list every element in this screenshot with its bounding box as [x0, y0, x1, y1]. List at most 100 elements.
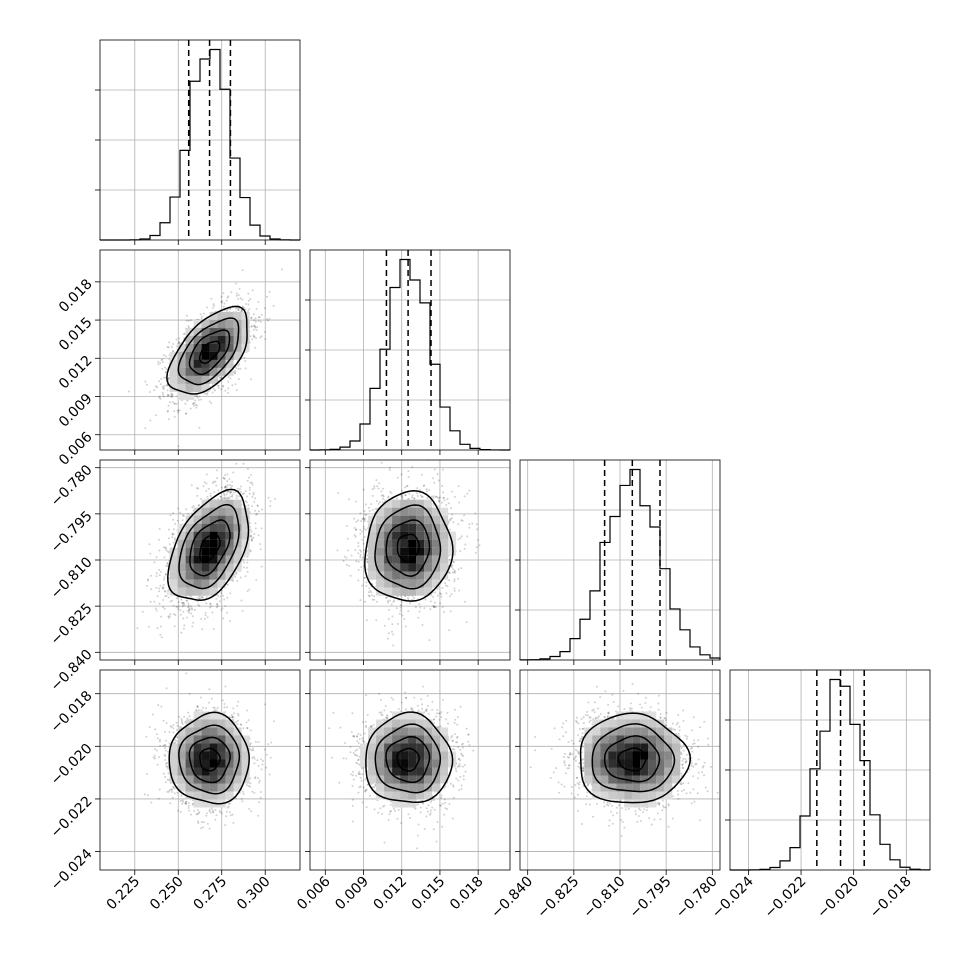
scatter-point	[260, 335, 263, 338]
scatter-point	[155, 609, 158, 612]
scatter-point	[202, 485, 205, 488]
scatter-point	[250, 325, 253, 328]
scatter-point	[166, 562, 169, 565]
density-cell	[217, 343, 226, 352]
scatter-point	[162, 395, 165, 398]
density-cell	[193, 351, 202, 360]
scatter-point	[244, 360, 247, 362]
scatter-point	[259, 336, 262, 339]
density-cell	[177, 555, 186, 564]
scatter-point	[206, 306, 209, 309]
scatter-point	[241, 609, 244, 612]
scatter-point	[185, 319, 188, 322]
scatter-point	[222, 385, 225, 388]
scatter-point	[259, 543, 262, 546]
scatter-point	[229, 484, 232, 487]
scatter-point	[170, 346, 173, 348]
scatter-point	[250, 316, 253, 319]
scatter-point	[239, 297, 242, 300]
density-cell	[209, 375, 218, 384]
scatter-point	[181, 601, 184, 604]
scatter-point	[182, 617, 185, 620]
density-cell	[201, 319, 210, 328]
scatter-point	[163, 385, 166, 387]
scatter-point	[144, 427, 147, 430]
scatter-point	[163, 556, 166, 559]
y-tick-label: −0.840	[48, 647, 96, 695]
scatter-point	[205, 490, 208, 492]
scatter-point	[160, 378, 163, 380]
scatter-point	[222, 594, 224, 597]
scatter-point	[164, 572, 167, 575]
scatter-point	[196, 487, 199, 489]
scatter-point	[159, 383, 162, 386]
scatter-point	[237, 364, 240, 367]
scatter-point	[227, 375, 230, 378]
scatter-point	[144, 380, 147, 383]
scatter-point	[164, 590, 167, 593]
scatter-point	[215, 606, 218, 609]
scatter-point	[226, 392, 229, 394]
density-cell	[241, 319, 250, 328]
scatter-point	[224, 485, 227, 488]
scatter-point	[176, 409, 179, 412]
scatter-point	[196, 600, 199, 603]
panel-1-1	[305, 249, 511, 455]
scatter-point	[258, 316, 261, 319]
scatter-point	[212, 628, 215, 630]
density-cell	[193, 335, 202, 344]
scatter-point	[221, 384, 224, 387]
density-cell	[233, 351, 242, 360]
scatter-point	[157, 361, 160, 363]
scatter-point	[250, 539, 253, 542]
scatter-point	[223, 302, 226, 305]
scatter-point	[242, 492, 245, 495]
density-cell	[201, 343, 210, 352]
scatter-point	[167, 418, 170, 421]
scatter-point	[187, 513, 190, 515]
scatter-point	[252, 328, 255, 331]
scatter-point	[148, 625, 150, 628]
density-cell	[193, 507, 202, 516]
scatter-point	[157, 538, 160, 541]
scatter-point	[243, 566, 246, 569]
scatter-point	[240, 599, 243, 602]
scatter-point	[254, 317, 257, 320]
scatter-point	[162, 606, 165, 609]
scatter-point	[221, 589, 223, 592]
scatter-point	[172, 528, 175, 531]
scatter-point	[191, 615, 194, 618]
scatter-point	[191, 608, 194, 611]
scatter-point	[211, 611, 214, 614]
scatter-point	[172, 512, 175, 515]
scatter-point	[196, 395, 199, 398]
scatter-point	[193, 404, 195, 407]
scatter-point	[194, 608, 196, 611]
scatter-point	[244, 308, 247, 311]
scatter-point	[155, 556, 158, 559]
scatter-point	[215, 597, 218, 600]
scatter-point	[246, 570, 249, 573]
scatter-point	[164, 371, 167, 374]
scatter-point	[236, 580, 239, 582]
contour-level-1	[188, 329, 231, 376]
scatter-point	[165, 549, 168, 552]
scatter-point	[205, 393, 208, 396]
scatter-point	[251, 496, 254, 498]
scatter-point	[136, 627, 139, 630]
density-cell	[177, 523, 186, 532]
scatter-point	[249, 335, 252, 338]
scatter-point	[220, 301, 223, 304]
scatter-point	[158, 396, 161, 399]
scatter-point	[216, 498, 219, 501]
scatter-point	[153, 600, 156, 603]
density-cell	[201, 351, 210, 360]
scatter-point	[242, 462, 245, 465]
scatter-point	[264, 331, 267, 334]
scatter-point	[260, 565, 263, 568]
scatter-point	[159, 362, 162, 364]
scatter-point	[190, 319, 192, 322]
scatter-point	[174, 522, 177, 525]
scatter-point	[226, 596, 229, 599]
scatter-point	[248, 308, 251, 311]
